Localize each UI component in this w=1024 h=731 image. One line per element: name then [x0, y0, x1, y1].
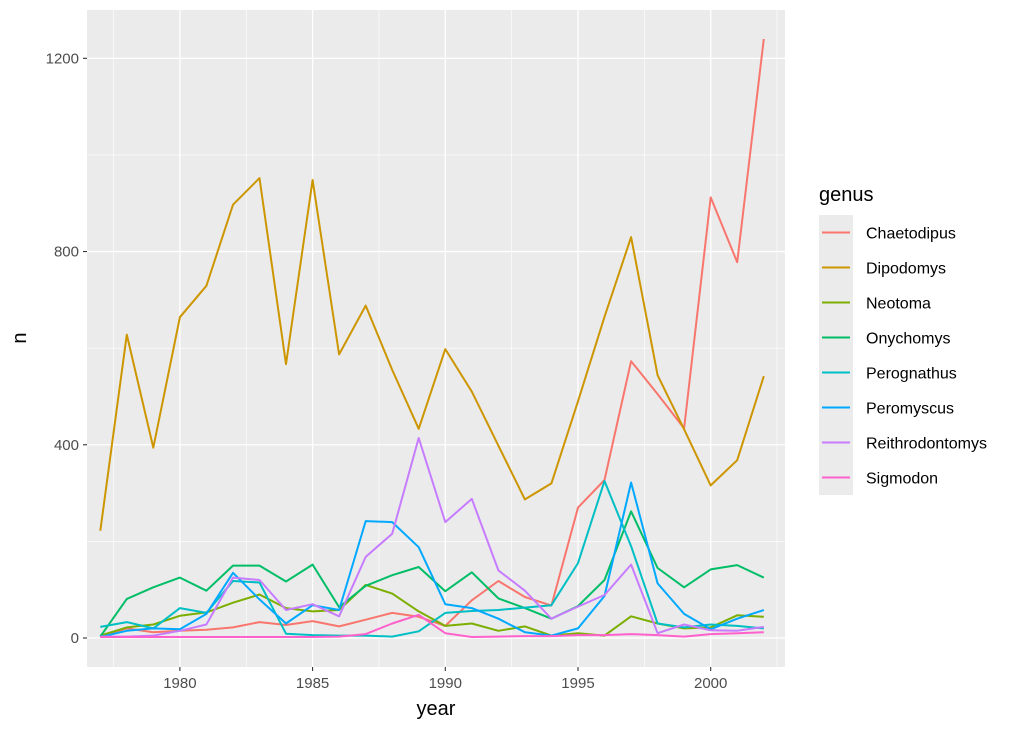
legend-title: genus [819, 184, 874, 206]
legend-label-dipodomys: Dipodomys [866, 261, 946, 278]
y-axis: 0 400 800 1200 [46, 50, 87, 647]
x-axis: 1980 1985 1990 1995 2000 [163, 667, 727, 692]
series-line-reithrodontomys [100, 437, 764, 638]
x-tick-label: 1990 [429, 675, 462, 692]
y-tick-label: 400 [54, 437, 79, 454]
x-tick-label: 2000 [694, 675, 727, 692]
series-line-onychomys [99, 510, 765, 638]
legend-label-perognathus: Perognathus [866, 366, 957, 383]
y-tick-label: 800 [54, 244, 79, 261]
major-gridlines [87, 10, 785, 667]
legend-label-sigmodon: Sigmodon [866, 471, 938, 488]
legend-label-peromyscus: Peromyscus [866, 401, 954, 418]
x-tick-label: 1985 [296, 675, 329, 692]
minor-gridlines [87, 10, 785, 667]
legend-label-reithrodontomys: Reithrodontomys [866, 436, 987, 453]
y-tick-label: 1200 [46, 50, 79, 67]
y-tick-label: 0 [71, 630, 79, 647]
legend-label-onychomys: Onychomys [866, 331, 950, 348]
series-line-sigmodon [100, 613, 764, 638]
legend-label-chaetodipus: Chaetodipus [866, 226, 956, 243]
series-line-peromyscus [100, 481, 765, 638]
y-axis-title: n [9, 332, 31, 343]
plot-panel [87, 10, 785, 667]
x-tick-label: 1995 [561, 675, 594, 692]
series-line-dipodomys [99, 177, 765, 531]
legend-label-neotoma: Neotoma [866, 296, 931, 313]
legend: genus Chaetodipus Dipodomys Neotoma Onychom… [819, 184, 987, 495]
x-axis-title: year [417, 698, 456, 720]
x-tick-label: 1980 [163, 675, 196, 692]
series-lines [99, 38, 765, 638]
